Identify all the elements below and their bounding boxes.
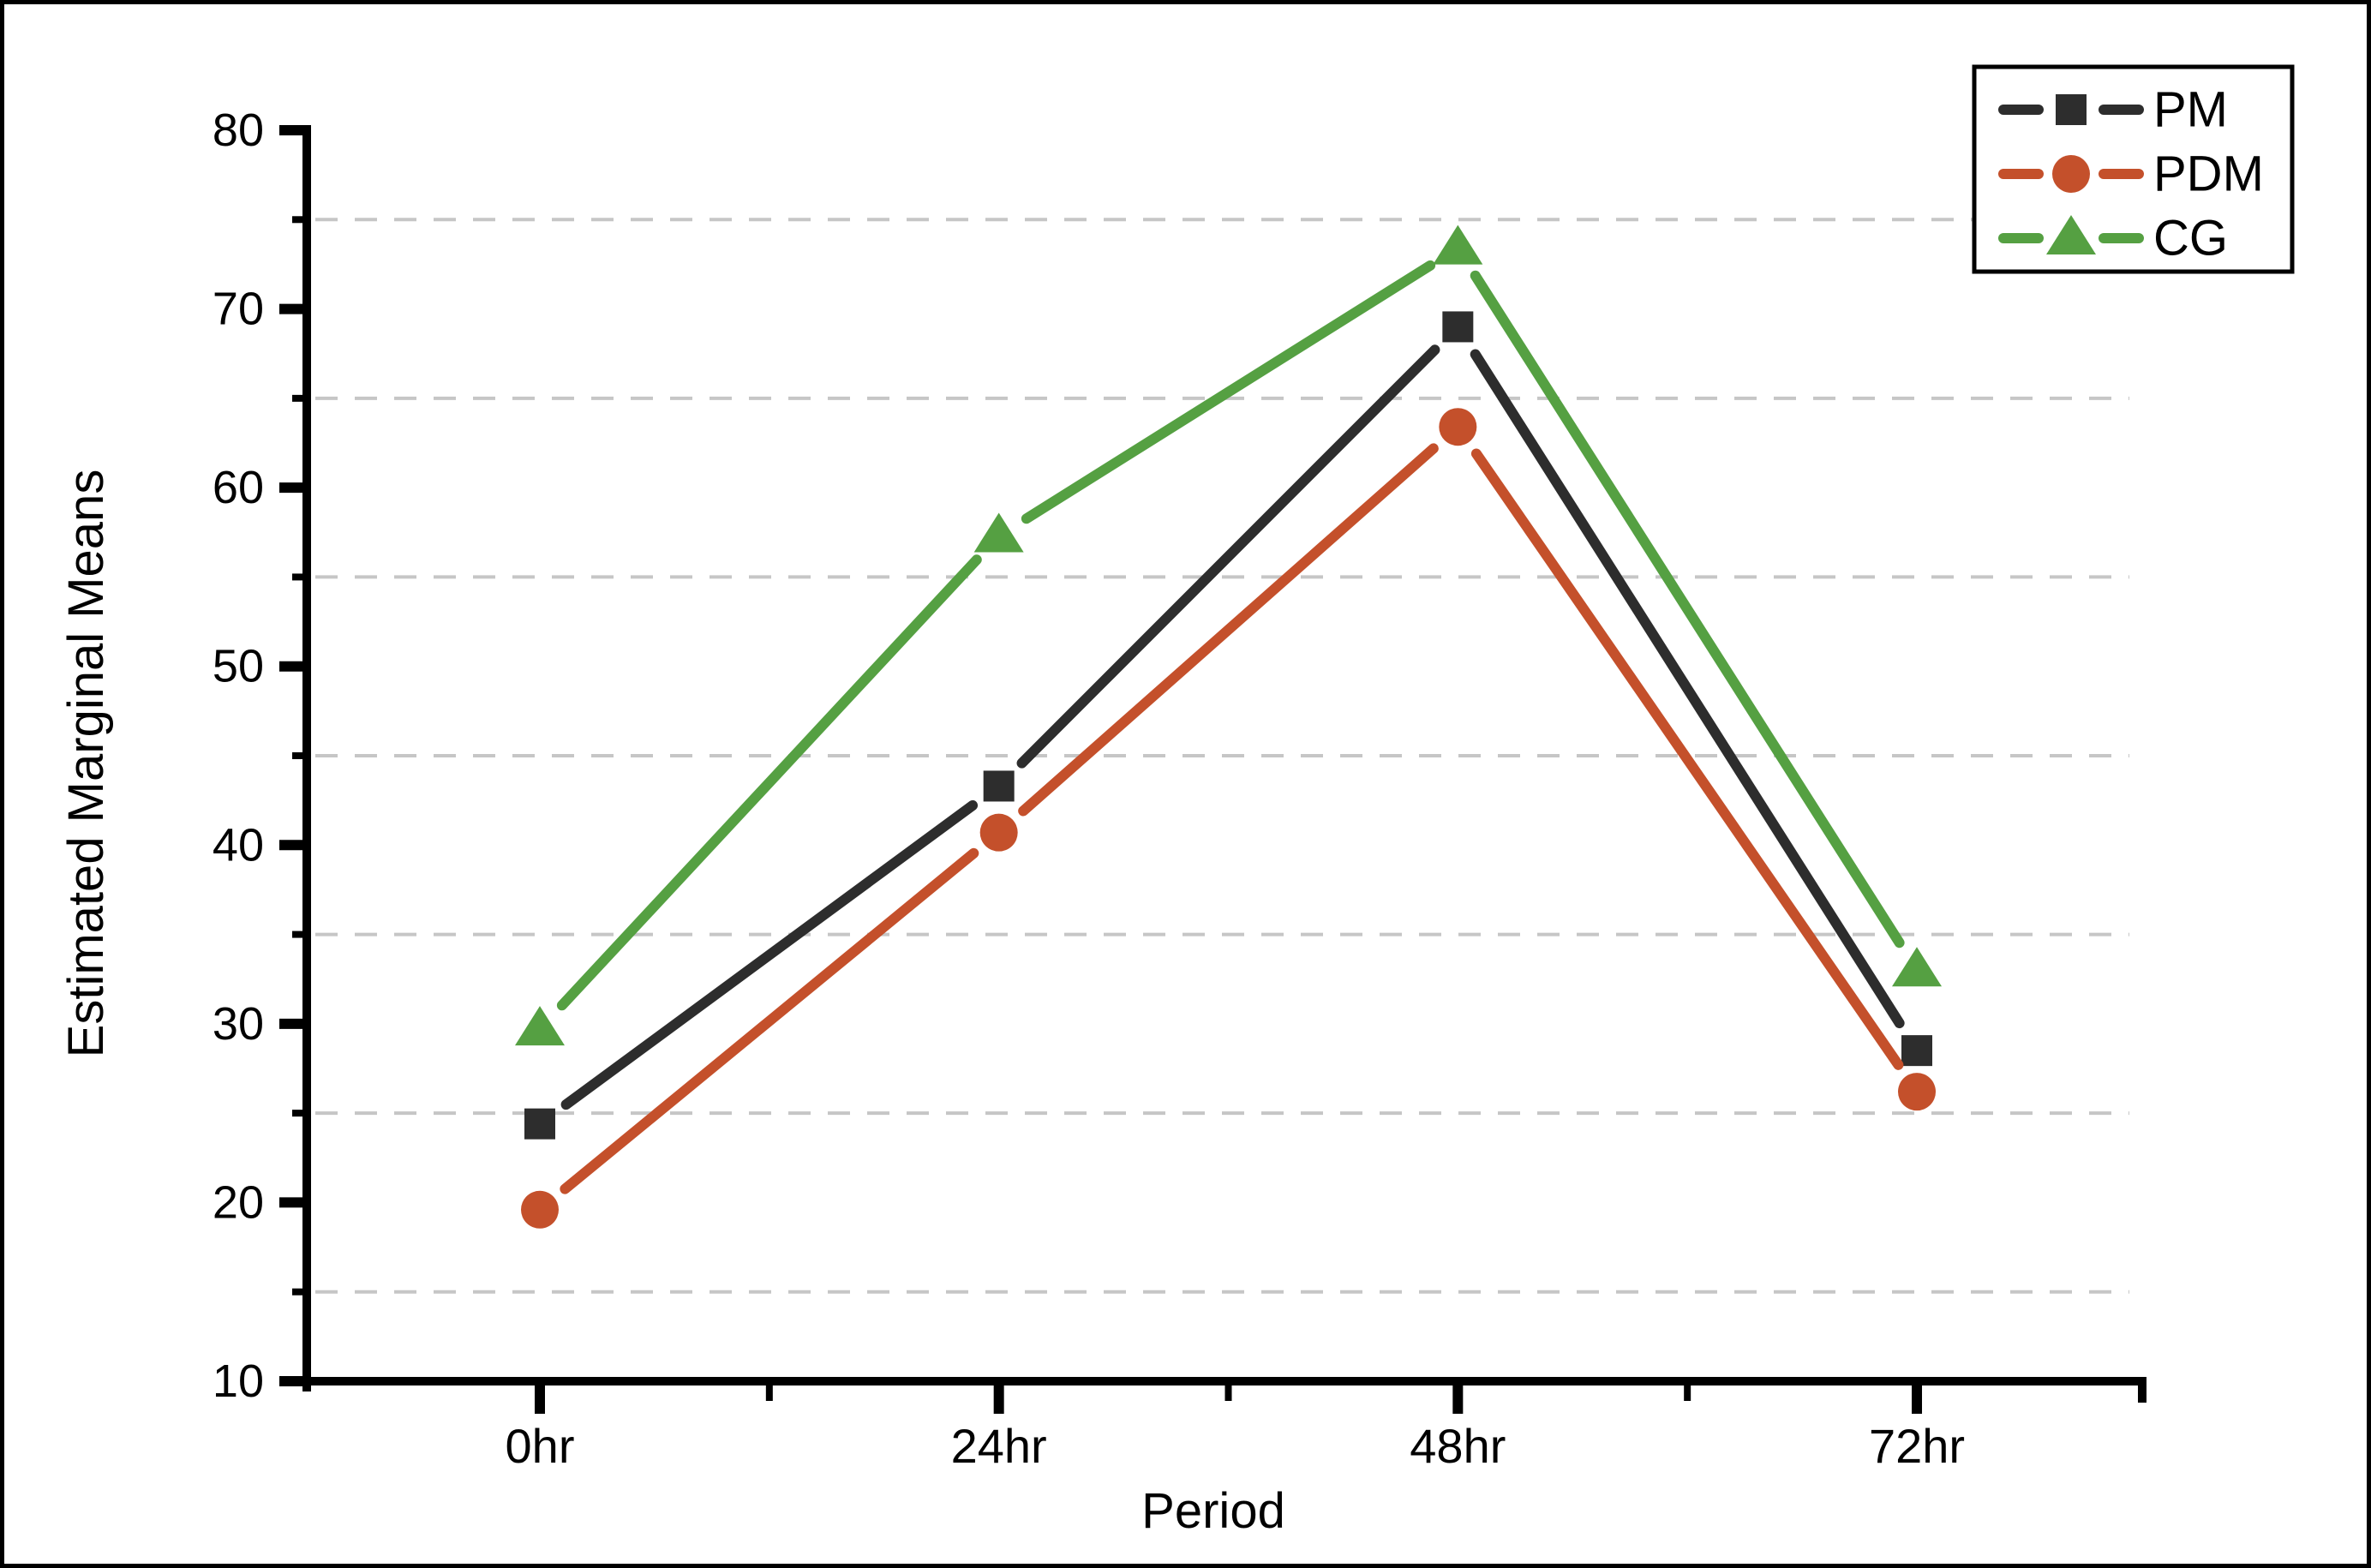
y-tick-label-10: 10 [213,1356,264,1407]
y-tick-label-80: 80 [213,105,264,156]
marker-PDM-24hr [979,813,1018,852]
series-segment-PDM-2 [1470,448,1904,1070]
marker-PM-0hr [524,1108,555,1140]
legend-marker-square [2056,94,2087,125]
marker-CG-0hr [515,1006,565,1046]
legend-item-PM: PM [1998,82,2228,138]
axes [279,125,2146,1414]
series-CG [515,224,1943,1046]
y-tick-label-20: 20 [213,1176,264,1228]
series-lines [515,224,1943,1229]
marker-PDM-72hr [1898,1073,1937,1111]
y-tick-label-40: 40 [213,819,264,871]
marker-PM-72hr [1901,1035,1933,1067]
series-segment-CG-1 [1021,260,1436,524]
y-tick-label-60: 60 [213,462,264,513]
x-tick-label-0hr: 0hr [506,1419,575,1473]
y-axis-title: Estimated Marginal Means [58,470,114,1058]
legend-label-PDM: PDM [2153,147,2264,202]
series-segment-PDM-0 [560,847,979,1194]
series-segment-CG-0 [556,554,982,1011]
marker-PM-24hr [983,770,1015,802]
legend: PM PDM CG [1972,64,2295,274]
line-chart: 10 20 30 40 50 60 70 80 0hr 24hr 48hr 72hr PM PDM CG… [58,64,2295,1539]
series-segment-PDM-1 [1018,443,1439,817]
marker-CG-24hr [973,512,1024,553]
y-tick-label-50: 50 [213,641,264,692]
legend-marker-triangle [2046,215,2096,254]
legend-label-PM: PM [2153,82,2228,138]
y-tick-labels: 10 20 30 40 50 60 70 80 [213,105,264,1407]
marker-CG-48hr [1433,224,1483,265]
legend-marker-circle [2052,155,2090,193]
y-tick-label-30: 30 [213,998,264,1050]
series-segment-PM-0 [560,799,979,1110]
y-tick-label-70: 70 [213,284,264,335]
x-tick-label-72hr: 72hr [1869,1419,1965,1473]
series-segment-CG-2 [1470,270,1905,949]
gridlines [315,218,2129,1294]
marker-PDM-0hr [521,1190,559,1229]
x-tick-label-24hr: 24hr [951,1419,1047,1473]
x-tick-label-48hr: 48hr [1410,1419,1506,1473]
series-PDM [521,408,1937,1229]
marker-PM-48hr [1442,311,1474,343]
legend-item-CG: CG [1998,211,2228,266]
marker-CG-72hr [1892,947,1943,987]
legend-label-CG: CG [2153,211,2228,266]
legend-item-PDM: PDM [1998,147,2264,202]
x-tick-labels: 0hr 24hr 48hr 72hr [506,1419,1966,1473]
series-PM [524,311,1933,1140]
marker-PDM-48hr [1439,408,1477,446]
series-segment-PM-2 [1470,349,1905,1029]
x-axis-title: Period [1141,1483,1285,1539]
series-segment-PM-1 [1016,344,1440,769]
